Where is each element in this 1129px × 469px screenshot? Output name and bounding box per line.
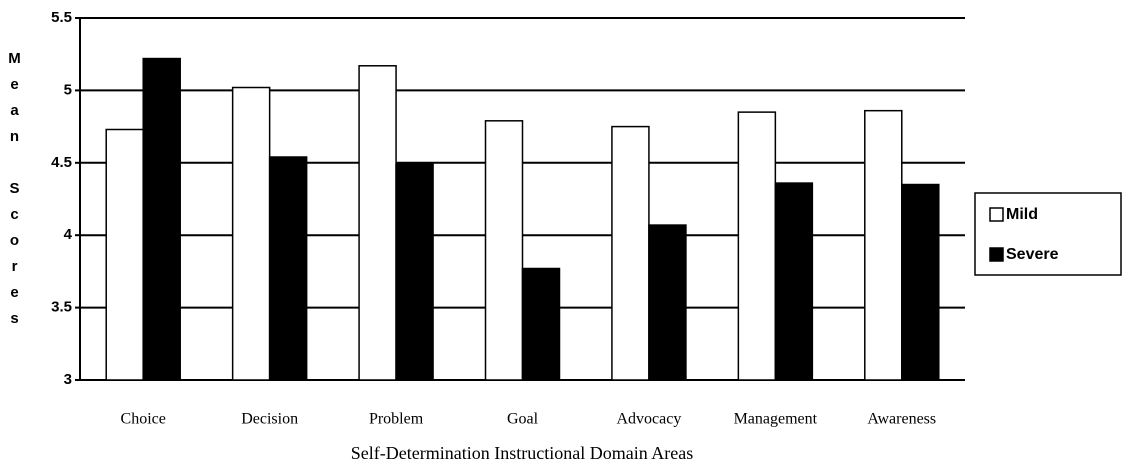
y-axis-title: Mean Scores (6, 50, 23, 336)
bar (774, 182, 814, 381)
y-tick-label: 4.5 (51, 154, 72, 171)
legend-label: Mild (1006, 206, 1038, 223)
y-tick-label: 3 (64, 371, 72, 388)
y-tick-label: 3.5 (51, 299, 72, 316)
x-tick-label: Management (734, 411, 818, 428)
legend-swatch (989, 207, 1004, 222)
x-axis-title: Self-Determination Instructional Domain … (351, 443, 693, 463)
bar (484, 120, 524, 381)
bar (231, 86, 271, 381)
bar (648, 224, 687, 381)
bar (521, 267, 561, 381)
x-tick-label: Advocacy (616, 411, 681, 428)
bar (268, 156, 308, 381)
bar (105, 128, 144, 381)
bar (864, 109, 903, 381)
x-tick-label: Decision (241, 411, 298, 428)
x-tick-label: Goal (507, 411, 539, 428)
bar (142, 57, 181, 381)
x-tick-label: Awareness (867, 411, 936, 428)
y-tick-label: 5.5 (51, 9, 72, 26)
y-tick-label: 4 (64, 226, 73, 243)
y-tick-label: 5 (64, 81, 72, 98)
bar (737, 111, 777, 381)
bar (395, 163, 434, 381)
legend-swatch (989, 247, 1004, 262)
bar (358, 65, 397, 381)
bar (611, 125, 650, 381)
x-tick-label: Problem (369, 411, 424, 428)
bar (901, 183, 940, 381)
legend-label: Severe (1006, 246, 1059, 263)
x-tick-label: Choice (121, 411, 166, 428)
